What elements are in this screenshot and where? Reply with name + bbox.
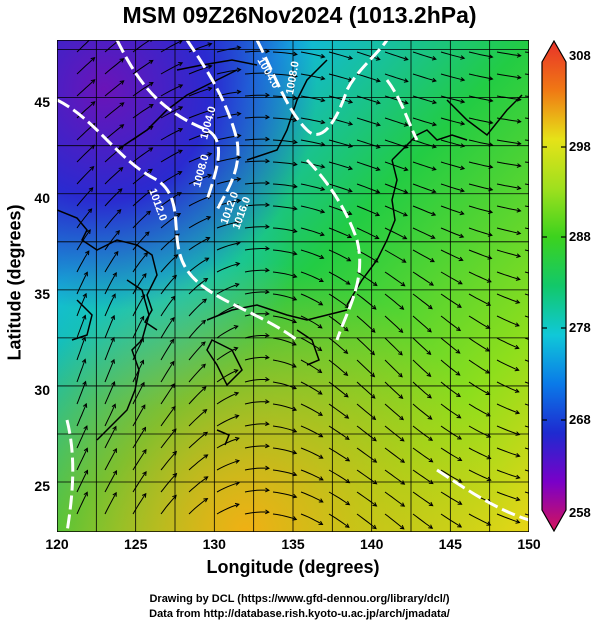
pressure-contours [57,40,529,532]
x-tick-label: 120 [45,536,69,552]
weather-map: 1012.0 1004.0 1008.0 1004.0 1008.0 1012.… [57,40,529,532]
x-axis-label: Longitude (degrees) [206,557,380,577]
y-tick-label: 30 [34,382,50,398]
y-tick-label: 35 [34,286,50,302]
x-tick-label: 125 [124,536,148,552]
colorbar-tick-label: 258 [569,505,591,520]
x-tick-label: 135 [281,536,305,552]
credit-data: Data from http://database.rish.kyoto-u.a… [149,608,450,620]
map-title: MSM 09Z26Nov2024 (1013.2hPa) [122,2,477,28]
colorbar-tick-label: 278 [569,320,591,335]
y-tick-label: 40 [34,190,50,206]
x-tick-label: 150 [517,536,541,552]
contour-label: 1008.0 [284,60,302,95]
streamlines [76,40,529,530]
colorbar [541,40,567,532]
colorbar-tick-label: 288 [569,229,591,244]
credit-drawing: Drawing by DCL (https://www.gfd-dennou.o… [149,593,450,605]
x-tick-label: 130 [202,536,226,552]
colorbar-tick-label: 268 [569,412,591,427]
x-tick-label: 140 [360,536,384,552]
x-tick-label: 145 [438,536,462,552]
y-tick-label: 45 [34,94,50,110]
y-axis-label: Latitude (degrees) [4,204,25,361]
colorbar-tick-label: 298 [569,139,591,154]
y-tick-label: 25 [34,478,50,494]
colorbar-tick-label: 308 [569,48,591,63]
